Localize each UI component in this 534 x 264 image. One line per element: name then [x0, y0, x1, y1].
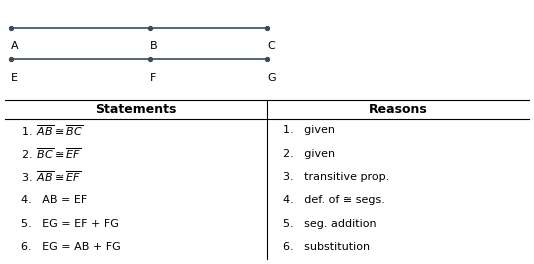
- Text: Statements: Statements: [96, 103, 177, 116]
- Text: A: A: [11, 41, 18, 51]
- Text: 2.   given: 2. given: [283, 149, 335, 159]
- Text: 6.   EG = AB + FG: 6. EG = AB + FG: [21, 242, 121, 252]
- Text: $2.\;\overline{BC} \cong \overline{EF}$: $2.\;\overline{BC} \cong \overline{EF}$: [21, 147, 82, 161]
- Text: G: G: [267, 73, 276, 83]
- Text: F: F: [150, 73, 156, 83]
- Text: 3.   transitive prop.: 3. transitive prop.: [283, 172, 389, 182]
- Text: B: B: [150, 41, 157, 51]
- Text: 6.   substitution: 6. substitution: [283, 242, 370, 252]
- Text: 5.   EG = EF + FG: 5. EG = EF + FG: [21, 219, 119, 229]
- Text: 5.   seg. addition: 5. seg. addition: [283, 219, 376, 229]
- Text: $3.\;\overline{AB} \cong \overline{EF}$: $3.\;\overline{AB} \cong \overline{EF}$: [21, 170, 82, 185]
- Text: 4.   def. of ≅ segs.: 4. def. of ≅ segs.: [283, 195, 385, 205]
- Text: 4.   AB = EF: 4. AB = EF: [21, 195, 88, 205]
- Text: C: C: [267, 41, 275, 51]
- Text: E: E: [11, 73, 18, 83]
- Text: $1.\;\overline{AB} \cong \overline{BC}$: $1.\;\overline{AB} \cong \overline{BC}$: [21, 123, 83, 138]
- Text: Reasons: Reasons: [368, 103, 427, 116]
- Text: 1.   given: 1. given: [283, 125, 335, 135]
